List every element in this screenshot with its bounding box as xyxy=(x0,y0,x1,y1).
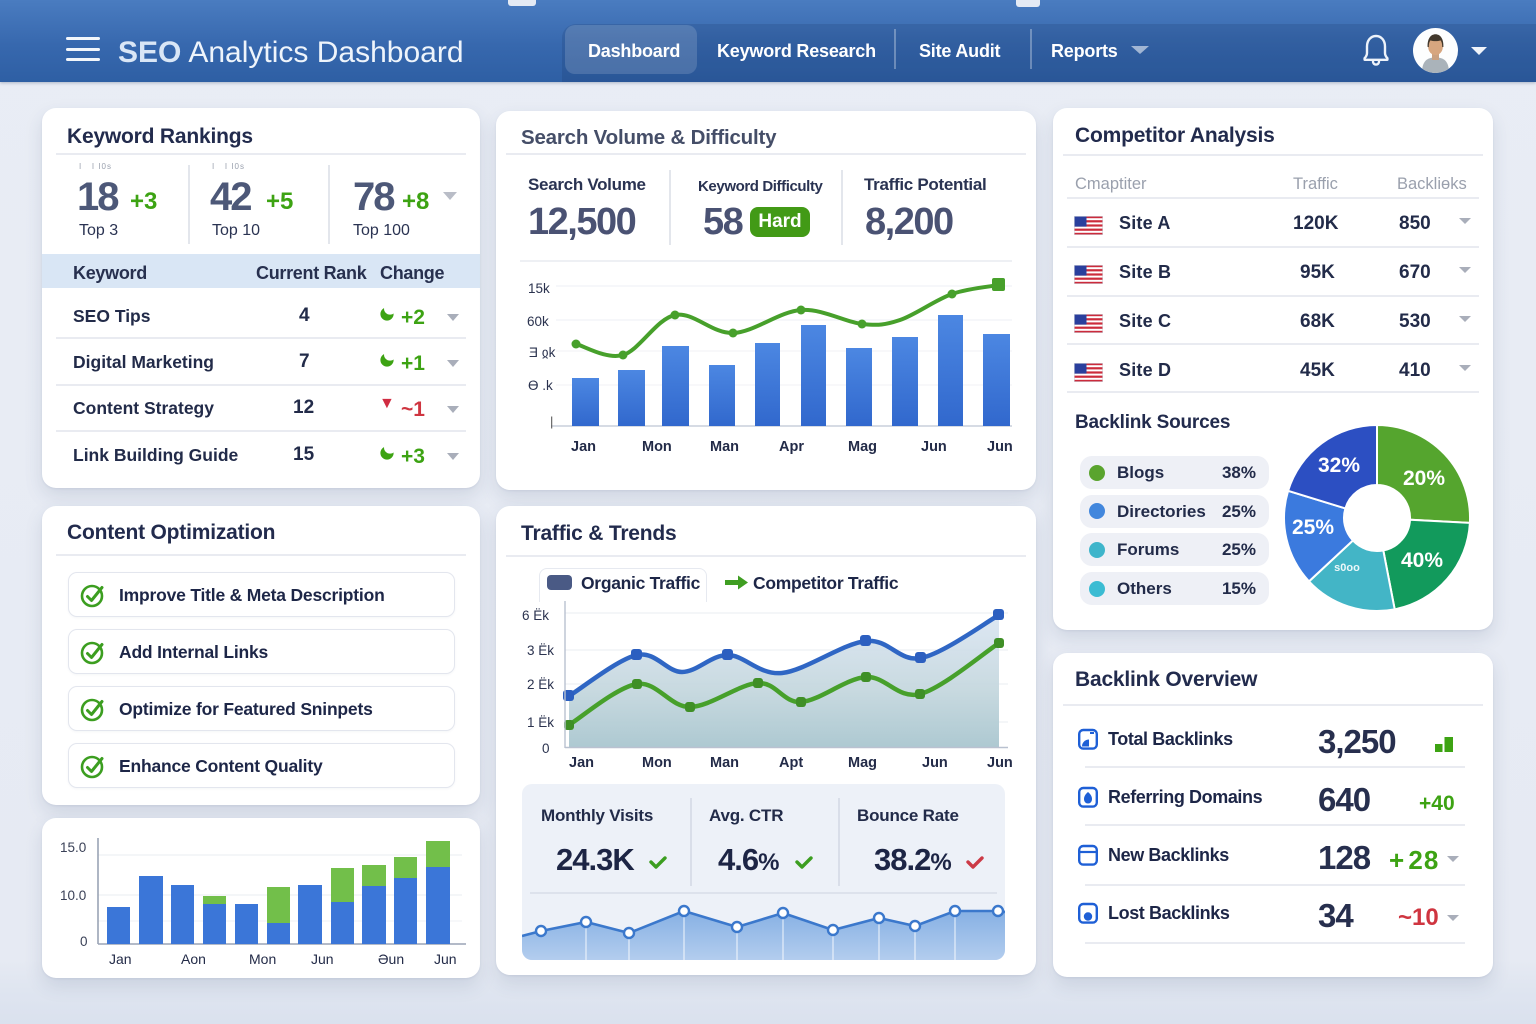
svg-text:32%: 32% xyxy=(1318,454,1360,477)
svg-text:25%: 25% xyxy=(1292,516,1334,539)
svg-text:ѕ0оо: ѕ0оо xyxy=(1334,562,1360,574)
svg-text:40%: 40% xyxy=(1401,549,1443,572)
svg-text:20%: 20% xyxy=(1403,467,1445,490)
